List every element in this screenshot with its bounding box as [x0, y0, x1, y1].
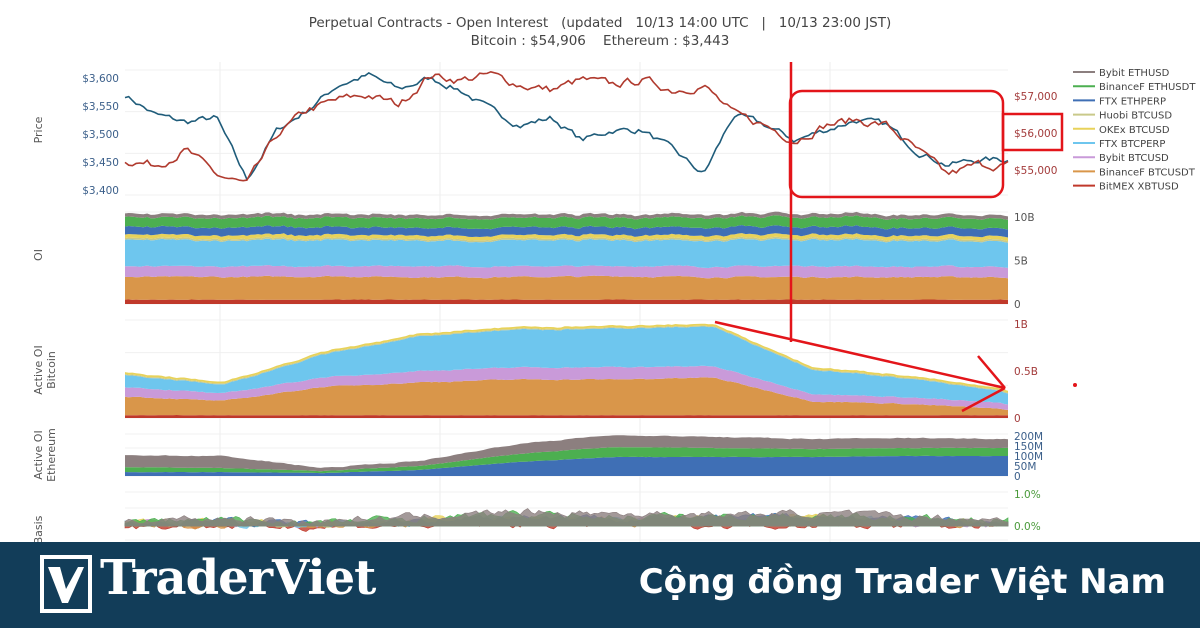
annotation-highlight-box [788, 89, 1005, 199]
active-oi-bitcoin-area-bitmex-xbtusd [125, 415, 1008, 418]
basis-line-bybit-ethusd [124, 508, 1009, 527]
oi-area-binancef-ethusdt [125, 215, 1008, 230]
price-right-tick: $57,000 [1014, 91, 1057, 103]
brand-name: TraderViet [100, 550, 376, 606]
annotation-arrowhead [977, 355, 1006, 389]
annotation-trend-arrow [714, 320, 1006, 390]
price-line-bitcoin [124, 70, 1009, 182]
active-oi-bitcoin-tick: 0.5B [1014, 366, 1038, 378]
active-oi-ethereum-area-binancef-ethusdt [125, 447, 1008, 474]
oi-area-bitmex-xbtusd [125, 299, 1008, 304]
active-oi-ethereum-tick: 0 [1014, 471, 1021, 483]
active-oi-bitcoin-area-bybit-btcusd [125, 365, 1008, 410]
open-interest-chart: $3,400 $3,450 $3,500 $3,550 $3,600 $55,000 $56… [32, 62, 1196, 542]
oi-axis-label: OI [32, 249, 45, 261]
oi-area-okex-btcusd [125, 233, 1008, 242]
annotation-price-box [1001, 112, 1064, 152]
active-oi-ethereum-tick: 200M [1014, 431, 1043, 443]
legend-item: FTX ETHPERP [1099, 96, 1166, 107]
chart-title: Perpetual Contracts - Open Interest (upd… [0, 14, 1200, 50]
annotation-arrowhead [961, 386, 1006, 413]
legend-item: BinanceF ETHUSDT [1099, 82, 1196, 93]
price-left-tick: $3,500 [82, 129, 119, 141]
price-left-tick: $3,400 [82, 185, 119, 197]
basis-tick: 0.0% [1014, 521, 1041, 533]
oi-area-binancef-btcusdt [125, 275, 1008, 300]
active-oi-bitcoin-axis-label: Bitcoin [45, 351, 58, 389]
oi-area-ftx-ethperp [125, 225, 1008, 238]
basis-tick: 1.0% [1014, 489, 1041, 501]
traderviet-logo-icon [40, 555, 92, 613]
oi-area-ftx-btcperp [125, 238, 1008, 268]
active-oi-ethereum-axis-label: Ethereum [45, 428, 58, 482]
legend-item: Bybit BTCUSD [1099, 153, 1169, 164]
oi-tick: 0 [1014, 299, 1021, 311]
active-oi-ethereum-axis-label: Active OI [32, 430, 45, 479]
legend-item: BinanceF BTCUSDT [1099, 167, 1196, 178]
price-left-tick: $3,550 [82, 101, 119, 113]
brand-slogan: Cộng đồng Trader Việt Nam [638, 562, 1166, 602]
price-right-tick: $55,000 [1014, 165, 1057, 177]
brand-banner: TraderViet Cộng đồng Trader Việt Nam [0, 542, 1200, 628]
oi-area-bybit-ethusd [125, 211, 1008, 220]
legend-item: Bybit ETHUSD [1099, 68, 1170, 79]
legend-item: FTX BTCPERP [1099, 139, 1165, 150]
active-oi-ethereum-tick: 50M [1014, 461, 1036, 473]
active-oi-ethereum-area-bybit-ethusd [125, 435, 1008, 472]
oi-area-bybit-btcusd [125, 265, 1008, 279]
active-oi-bitcoin-tick: 1B [1014, 319, 1028, 331]
legend-item: BitMEX XBTUSD [1099, 182, 1179, 193]
chart-title-line2: Bitcoin : $54,906 Ethereum : $3,443 [470, 33, 730, 49]
basis-axis-label: Basis [32, 515, 45, 542]
active-oi-ethereum-tick: 100M [1014, 451, 1043, 463]
oi-area-huobi-btcusd [125, 236, 1008, 243]
legend-item: OKEx BTCUSD [1099, 125, 1170, 136]
oi-tick: 10B [1014, 212, 1035, 224]
active-oi-ethereum-area-ftx-ethperp [125, 455, 1008, 476]
active-oi-bitcoin-area-binancef-btcusdt [125, 377, 1008, 416]
legend-item: Huobi BTCUSD [1099, 111, 1172, 122]
price-left-tick: $3,600 [82, 73, 119, 85]
oi-tick: 5B [1014, 256, 1028, 268]
price-left-tick: $3,450 [82, 157, 119, 169]
active-oi-bitcoin-area-ftx-btcperp [125, 326, 1008, 405]
active-oi-ethereum-tick: 150M [1014, 441, 1043, 453]
annotation-dot [1073, 383, 1077, 387]
active-oi-bitcoin-axis-label: Active OI [32, 345, 45, 394]
active-oi-bitcoin-tick: 0 [1014, 413, 1021, 425]
price-axis-label: Price [32, 116, 45, 143]
price-right-tick: $56,000 [1014, 128, 1057, 140]
chart-title-line1: Perpetual Contracts - Open Interest (upd… [308, 15, 892, 31]
